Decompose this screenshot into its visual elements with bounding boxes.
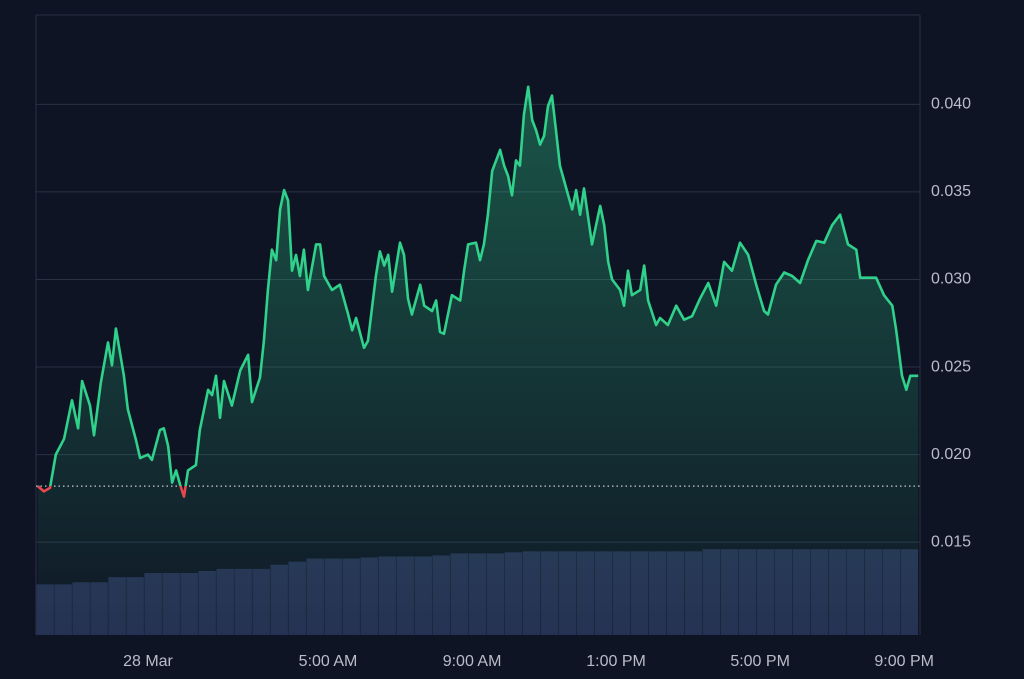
x-tick-label: 9:00 PM <box>874 653 934 670</box>
y-tick-label: 0.025 <box>931 358 971 375</box>
x-tick-label: 28 Mar <box>123 653 173 670</box>
y-tick-label: 0.015 <box>931 533 971 550</box>
x-tick-label: 5:00 PM <box>730 653 790 670</box>
y-tick-label: 0.035 <box>931 183 971 200</box>
x-tick-label: 9:00 AM <box>443 653 502 670</box>
x-tick-label: 1:00 PM <box>586 653 646 670</box>
y-tick-label: 0.020 <box>931 446 971 463</box>
y-tick-label: 0.030 <box>931 271 971 288</box>
price-area <box>37 86 919 636</box>
y-tick-label: 0.040 <box>931 96 971 113</box>
x-tick-label: 5:00 AM <box>299 653 358 670</box>
price-line <box>36 85 919 498</box>
